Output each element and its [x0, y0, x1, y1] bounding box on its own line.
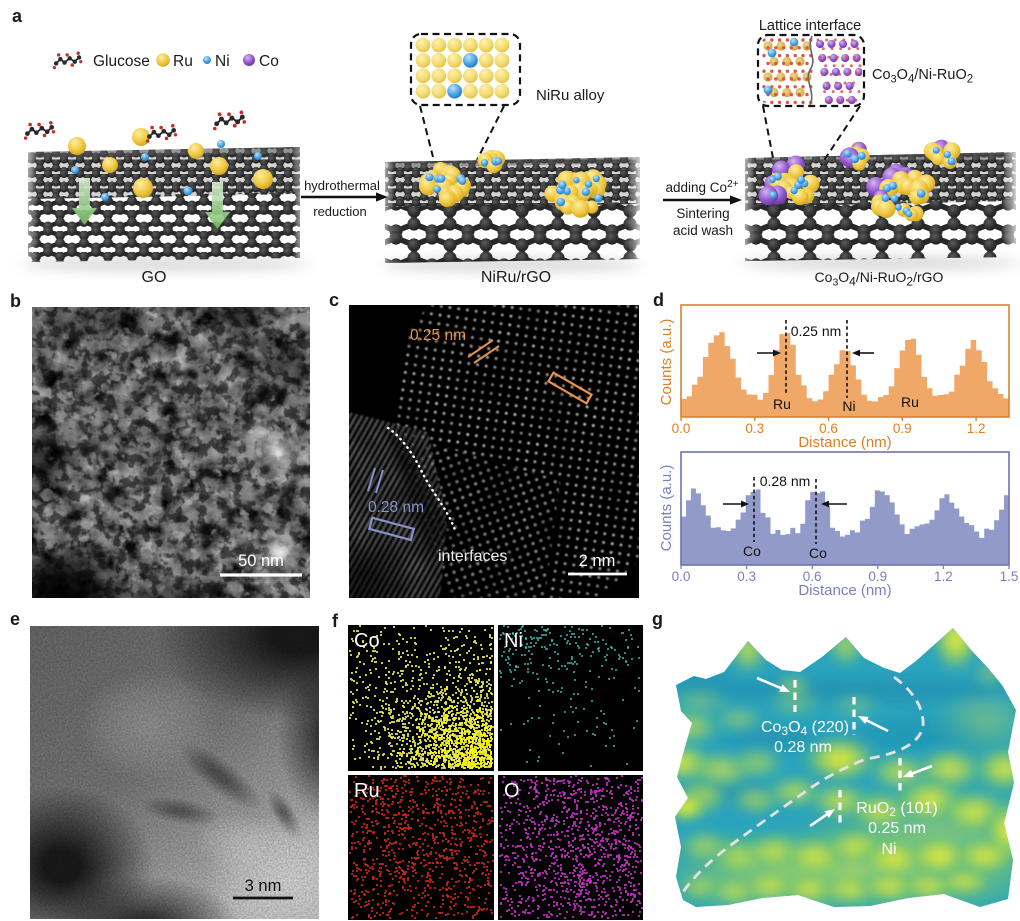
svg-text:Ni: Ni [881, 841, 896, 858]
svg-text:0.3: 0.3 [745, 421, 764, 436]
svg-text:Ru: Ru [173, 53, 193, 70]
svg-text:b: b [10, 291, 21, 311]
svg-text:0.0: 0.0 [672, 421, 691, 436]
svg-text:Lattice interface: Lattice interface [759, 18, 861, 34]
svg-text:0.28 nm: 0.28 nm [368, 499, 424, 516]
svg-text:Ni: Ni [215, 53, 230, 70]
svg-text:0.9: 0.9 [893, 421, 912, 436]
svg-text:1.2: 1.2 [934, 569, 953, 584]
svg-text:e: e [10, 609, 20, 629]
svg-text:Co3O4 (220): Co3O4 (220) [761, 719, 849, 738]
svg-text:O: O [504, 780, 520, 802]
svg-text:1.5: 1.5 [1000, 569, 1019, 584]
svg-text:d: d [653, 290, 664, 310]
svg-text:0.25 nm: 0.25 nm [868, 820, 926, 837]
svg-text:0.3: 0.3 [737, 569, 756, 584]
svg-text:interfaces: interfaces [438, 548, 507, 565]
svg-text:0.25 nm: 0.25 nm [410, 327, 466, 344]
svg-text:0.28 nm: 0.28 nm [760, 473, 811, 489]
svg-text:0.9: 0.9 [868, 569, 887, 584]
svg-text:f: f [332, 611, 339, 631]
svg-text:Co3O4/Ni-RuO2: Co3O4/Ni-RuO2 [872, 67, 973, 86]
svg-text:0.25 nm: 0.25 nm [791, 323, 842, 339]
svg-text:1.2: 1.2 [967, 421, 986, 436]
svg-text:g: g [652, 609, 663, 629]
svg-text:Co: Co [743, 543, 761, 559]
svg-text:a: a [12, 6, 23, 26]
svg-text:NiRu/rGO: NiRu/rGO [481, 269, 551, 286]
svg-text:Ni: Ni [842, 398, 855, 414]
svg-text:Glucose: Glucose [93, 53, 150, 70]
svg-text:Distance (nm): Distance (nm) [798, 582, 891, 599]
svg-text:50 nm: 50 nm [238, 552, 284, 570]
svg-text:Counts (a.u.): Counts (a.u.) [658, 465, 675, 552]
svg-text:Co: Co [259, 53, 279, 70]
svg-text:c: c [329, 290, 339, 310]
svg-text:3 nm: 3 nm [245, 877, 282, 895]
svg-text:Ni: Ni [504, 630, 523, 652]
svg-text:Ru: Ru [773, 396, 791, 412]
svg-text:RuO2 (101): RuO2 (101) [856, 800, 937, 819]
svg-text:Distance (nm): Distance (nm) [798, 434, 891, 451]
svg-text:reduction: reduction [313, 204, 366, 219]
svg-text:Co3O4/Ni-RuO2/rGO: Co3O4/Ni-RuO2/rGO [815, 269, 944, 289]
svg-text:0.6: 0.6 [803, 569, 822, 584]
svg-text:acid wash: acid wash [673, 223, 733, 238]
svg-text:NiRu alloy: NiRu alloy [536, 87, 605, 104]
svg-text:Ru: Ru [901, 394, 919, 410]
svg-text:2 nm: 2 nm [579, 552, 616, 570]
svg-text:Counts (a.u.): Counts (a.u.) [658, 319, 675, 406]
svg-text:0.28 nm: 0.28 nm [774, 739, 832, 756]
svg-text:GO: GO [142, 269, 167, 286]
svg-text:hydrothermal: hydrothermal [304, 178, 380, 193]
svg-text:Ru: Ru [354, 780, 380, 802]
svg-text:adding Co2+: adding Co2+ [666, 179, 739, 195]
svg-text:Co: Co [354, 630, 380, 652]
svg-text:0.0: 0.0 [672, 569, 691, 584]
svg-text:0.6: 0.6 [819, 421, 838, 436]
svg-text:Co: Co [809, 545, 827, 561]
svg-text:Sintering: Sintering [676, 206, 729, 221]
